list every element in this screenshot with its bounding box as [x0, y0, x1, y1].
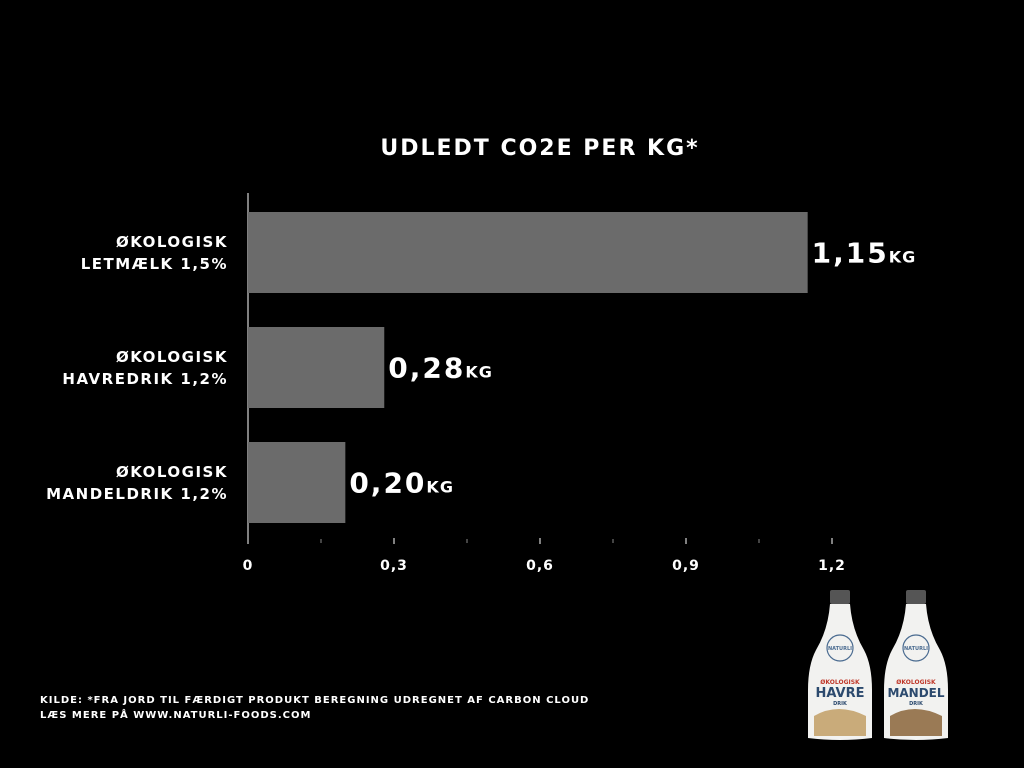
product-line: ØKOLOGISK: [896, 679, 936, 686]
product-name: MANDEL: [887, 686, 944, 700]
value-number: 1,15: [812, 237, 889, 270]
bottle: [884, 590, 948, 740]
value-unit: KG: [465, 363, 493, 382]
x-tick-label: 1,2: [818, 558, 846, 574]
product-name: HAVRE: [815, 686, 864, 701]
value-unit: KG: [426, 478, 454, 497]
bar: [248, 327, 385, 408]
product-brand: NATURLI: [828, 646, 852, 652]
x-tick-label: 0,9: [672, 558, 700, 574]
category-label: ØKOLOGISK LETMÆLK 1,5%: [80, 232, 228, 273]
value-number: 0,28: [388, 352, 465, 385]
product-brand: NATURLI: [904, 646, 928, 652]
footnote: LÆS MERE PÅ WWW.NATURLI-FOODS.COM: [40, 710, 312, 721]
bottles: [808, 590, 948, 740]
category-label: ØKOLOGISK MANDELDRIK 1,2%: [46, 462, 228, 503]
x-tick-label: 0,3: [380, 558, 408, 574]
value-unit: KG: [889, 248, 917, 267]
footnote: KILDE: *FRA JORD TIL FÆRDIGT PRODUKT BER…: [40, 695, 590, 706]
value-number: 0,20: [349, 467, 426, 500]
x-tick-label: 0: [243, 558, 254, 574]
value-label: 0,20KG: [349, 467, 454, 500]
category-label: ØKOLOGISK HAVREDRIK 1,2%: [62, 347, 228, 388]
bottle: [808, 590, 872, 740]
product-line: ØKOLOGISK: [820, 679, 860, 686]
x-tick-label: 0,6: [526, 558, 554, 574]
value-label: 1,15KG: [812, 237, 917, 270]
product-sub: DRIK: [909, 701, 924, 707]
bar: [248, 442, 346, 523]
bar: [248, 212, 808, 293]
product-sub: DRIK: [833, 701, 848, 707]
chart-title: UDLEDT CO2E PER KG*: [380, 136, 699, 161]
value-label: 0,28KG: [388, 352, 493, 385]
